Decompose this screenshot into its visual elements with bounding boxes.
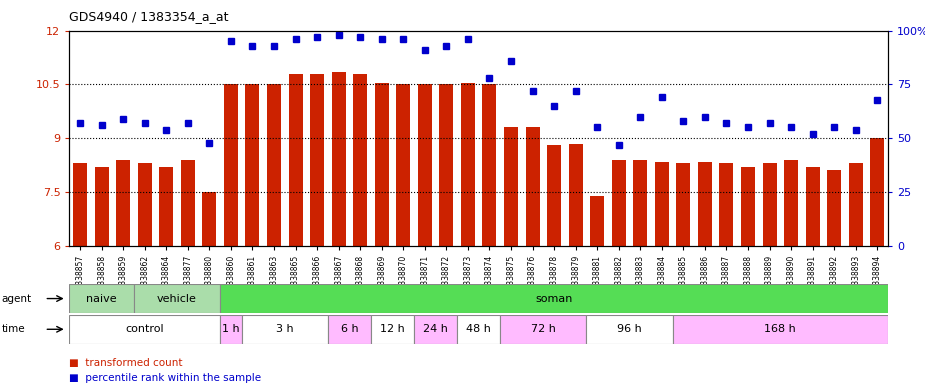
- Text: time: time: [2, 324, 26, 334]
- Bar: [827, 170, 841, 246]
- Bar: [134, 284, 220, 313]
- Bar: [159, 167, 173, 246]
- Bar: [848, 163, 863, 246]
- Bar: [500, 315, 586, 344]
- Bar: [327, 315, 371, 344]
- Bar: [289, 74, 302, 246]
- Bar: [220, 284, 888, 313]
- Bar: [371, 315, 414, 344]
- Bar: [676, 163, 690, 246]
- Bar: [611, 160, 625, 246]
- Bar: [224, 84, 238, 246]
- Text: naive: naive: [86, 293, 117, 304]
- Bar: [220, 315, 241, 344]
- Bar: [332, 72, 346, 246]
- Bar: [375, 83, 388, 246]
- Text: agent: agent: [2, 293, 32, 304]
- Bar: [418, 84, 432, 246]
- Bar: [720, 163, 734, 246]
- Bar: [586, 315, 672, 344]
- Text: 1 h: 1 h: [222, 324, 240, 334]
- Bar: [504, 127, 518, 246]
- Bar: [439, 84, 453, 246]
- Bar: [69, 284, 134, 313]
- Bar: [634, 160, 647, 246]
- Text: 72 h: 72 h: [531, 324, 556, 334]
- Bar: [569, 144, 583, 246]
- Text: control: control: [126, 324, 164, 334]
- Text: 48 h: 48 h: [466, 324, 491, 334]
- Text: 6 h: 6 h: [340, 324, 358, 334]
- Bar: [806, 167, 820, 246]
- Text: soman: soman: [536, 293, 573, 304]
- Bar: [69, 315, 220, 344]
- Bar: [483, 84, 497, 246]
- Bar: [138, 163, 152, 246]
- Bar: [741, 167, 755, 246]
- Bar: [457, 315, 500, 344]
- Bar: [590, 195, 604, 246]
- Bar: [241, 315, 327, 344]
- Text: 168 h: 168 h: [764, 324, 796, 334]
- Bar: [94, 167, 109, 246]
- Bar: [762, 163, 776, 246]
- Text: GDS4940 / 1383354_a_at: GDS4940 / 1383354_a_at: [69, 10, 228, 23]
- Bar: [203, 192, 216, 246]
- Bar: [310, 74, 324, 246]
- Text: 3 h: 3 h: [276, 324, 293, 334]
- Bar: [784, 160, 798, 246]
- Text: 96 h: 96 h: [617, 324, 642, 334]
- Bar: [870, 138, 884, 246]
- Bar: [525, 127, 539, 246]
- Bar: [414, 315, 457, 344]
- Text: 24 h: 24 h: [423, 324, 448, 334]
- Bar: [245, 84, 260, 246]
- Bar: [117, 160, 130, 246]
- Bar: [697, 162, 712, 246]
- Text: vehicle: vehicle: [157, 293, 197, 304]
- Bar: [672, 315, 888, 344]
- Bar: [353, 74, 367, 246]
- Bar: [461, 83, 475, 246]
- Text: ■  percentile rank within the sample: ■ percentile rank within the sample: [69, 373, 262, 383]
- Text: ■  transformed count: ■ transformed count: [69, 358, 183, 368]
- Bar: [396, 84, 411, 246]
- Text: 12 h: 12 h: [380, 324, 405, 334]
- Bar: [267, 84, 281, 246]
- Bar: [181, 160, 195, 246]
- Bar: [73, 163, 87, 246]
- Bar: [547, 146, 561, 246]
- Bar: [655, 162, 669, 246]
